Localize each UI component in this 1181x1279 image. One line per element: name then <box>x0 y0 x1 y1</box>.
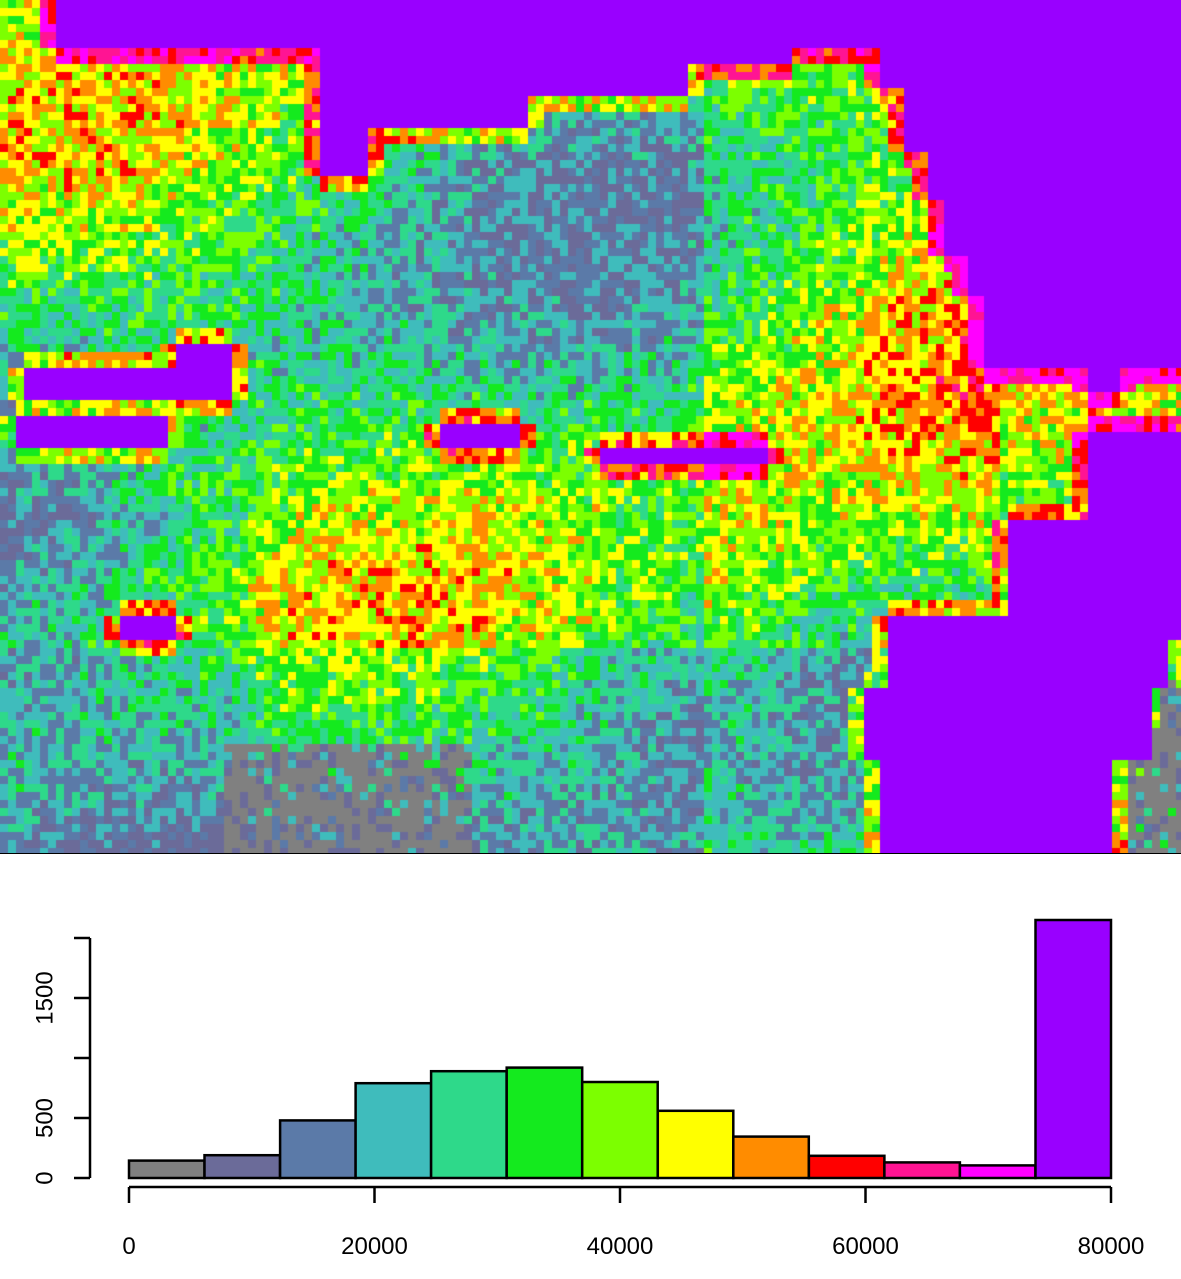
histogram-bar <box>203 1153 282 1180</box>
raster-map <box>0 0 1181 854</box>
x-tick-label: 80000 <box>1078 1233 1145 1260</box>
y-tick-label: 0 <box>31 1171 58 1184</box>
panel-divider <box>0 853 1181 854</box>
x-axis: 0 20000 40000 60000 80000 <box>122 1185 1145 1260</box>
x-tick-label: 20000 <box>341 1233 408 1260</box>
histogram-bar <box>580 1080 659 1180</box>
x-tick-label: 0 <box>122 1233 135 1260</box>
histogram-bar <box>958 1164 1037 1180</box>
y-axis: 0 500 1500 <box>31 936 92 1185</box>
histogram-bar <box>278 1119 357 1180</box>
histogram-chart: 0 20000 40000 60000 80000 0 500 1500 <box>31 918 1145 1260</box>
x-tick-label: 60000 <box>832 1233 899 1260</box>
y-tick-label: 500 <box>31 1098 58 1138</box>
y-tick-label: 1500 <box>31 971 58 1024</box>
histogram-bar <box>127 1159 206 1180</box>
histogram-bar <box>807 1154 886 1180</box>
x-tick-label: 40000 <box>587 1233 654 1260</box>
histogram-panel: 0 20000 40000 60000 80000 0 500 1500 <box>0 854 1181 1279</box>
histogram-bar <box>429 1069 508 1180</box>
histogram-bar <box>505 1066 584 1180</box>
histogram-bar <box>1034 918 1113 1180</box>
histogram-bar <box>732 1135 811 1180</box>
histogram-bars <box>127 918 1113 1180</box>
histogram-bar <box>883 1161 962 1180</box>
histogram-bar <box>656 1109 735 1180</box>
histogram-bar <box>354 1081 433 1180</box>
raster-image <box>0 0 1181 853</box>
